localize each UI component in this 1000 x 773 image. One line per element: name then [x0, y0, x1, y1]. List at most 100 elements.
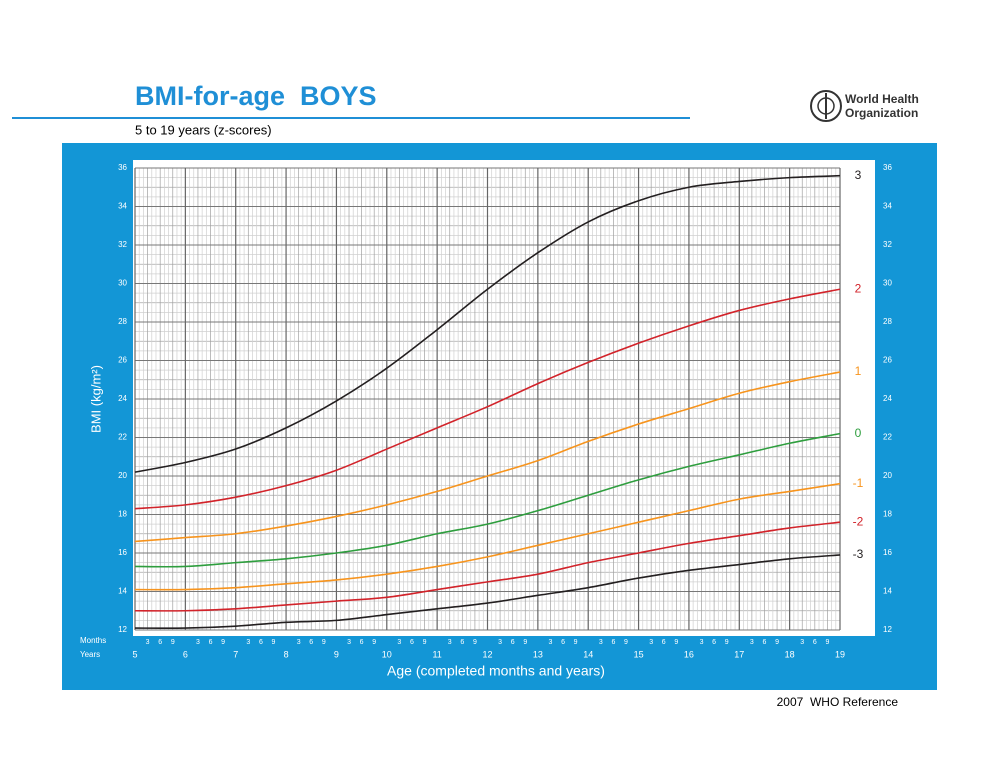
- month-label: 9: [574, 639, 578, 646]
- y-tick-label: 24: [883, 394, 892, 403]
- x-tick-label: 13: [533, 649, 543, 659]
- month-label: 9: [272, 639, 276, 646]
- month-label: 6: [410, 639, 414, 646]
- y-tick-label: 36: [118, 163, 127, 172]
- y-tick-label: 16: [118, 548, 127, 557]
- month-label: 9: [171, 639, 175, 646]
- z-score-line: [134, 521, 841, 612]
- y-tick-label: 26: [118, 356, 127, 365]
- logo-text: Organization: [845, 106, 918, 120]
- y-tick-label: 32: [883, 240, 892, 249]
- x-tick-label: 16: [684, 649, 694, 659]
- y-tick-label: 18: [118, 510, 127, 519]
- logo-emblem: [810, 90, 842, 122]
- month-label: 6: [158, 639, 162, 646]
- x-tick-label: 7: [233, 649, 238, 659]
- y-tick-label: 32: [118, 240, 127, 249]
- y-tick-label: 14: [883, 587, 892, 596]
- x-axis-label: Age (completed months and years): [387, 663, 605, 679]
- y-tick-label: 26: [883, 356, 892, 365]
- z-score-line: [134, 174, 841, 473]
- x-tick-label: 15: [634, 649, 644, 659]
- month-label: 6: [763, 639, 767, 646]
- y-tick-label: 18: [883, 510, 892, 519]
- month-label: 9: [523, 639, 527, 646]
- month-label: 6: [460, 639, 464, 646]
- month-label: 3: [347, 639, 351, 646]
- y-axis-label: BMI (kg/m²): [88, 365, 103, 433]
- month-label: 3: [700, 639, 704, 646]
- footer: 2007 WHO Reference: [777, 695, 899, 709]
- month-label: 6: [360, 639, 364, 646]
- x-tick-label: 8: [284, 649, 289, 659]
- title: BMI-for-age BOYS: [135, 81, 377, 111]
- y-tick-label: 24: [118, 394, 127, 403]
- month-label: 6: [209, 639, 213, 646]
- legend-label: -1: [853, 476, 864, 490]
- y-tick-label: 22: [883, 433, 892, 442]
- month-label: 3: [548, 639, 552, 646]
- row-label: Months: [80, 636, 106, 645]
- y-tick-label: 30: [118, 279, 127, 288]
- month-label: 9: [674, 639, 678, 646]
- legend-label: 0: [855, 426, 862, 440]
- month-label: 9: [322, 639, 326, 646]
- month-label: 6: [511, 639, 515, 646]
- x-tick-label: 11: [432, 649, 441, 659]
- month-label: 9: [725, 639, 729, 646]
- month-label: 9: [825, 639, 829, 646]
- y-tick-label: 30: [883, 279, 892, 288]
- y-tick-label: 36: [883, 163, 892, 172]
- y-tick-label: 28: [883, 317, 892, 326]
- x-tick-label: 6: [183, 649, 188, 659]
- subtitle: 5 to 19 years (z-scores): [135, 122, 272, 137]
- marks: 3 2 1 0 -1 -2 -3: [134, 168, 864, 630]
- y-tick-label: 22: [118, 433, 127, 442]
- month-label: 6: [259, 639, 263, 646]
- month-label: 3: [448, 639, 452, 646]
- x-tick-label: 5: [132, 649, 137, 659]
- month-label: 9: [423, 639, 427, 646]
- x-tick-label: 14: [583, 649, 593, 659]
- month-label: 3: [800, 639, 804, 646]
- month-label: 3: [146, 639, 150, 646]
- legend-label: 1: [855, 364, 862, 378]
- who-logo: World Health Organization: [810, 90, 919, 122]
- y-tick-label: 28: [118, 317, 127, 326]
- z-score-line: [134, 482, 841, 591]
- legend-label: -3: [853, 547, 864, 561]
- z-score-line: [134, 371, 841, 543]
- month-label: 6: [662, 639, 666, 646]
- legend-label: 2: [855, 281, 862, 295]
- y-tick-label: 20: [883, 471, 892, 480]
- month-label: 9: [624, 639, 628, 646]
- legend-label: 3: [855, 168, 862, 182]
- x-tick-label: 18: [785, 649, 795, 659]
- logo-text: World Health: [845, 92, 919, 106]
- x-tick-label: 9: [334, 649, 339, 659]
- month-label: 3: [599, 639, 603, 646]
- row-label: Years: [80, 650, 100, 659]
- y-tick-label: 12: [883, 625, 892, 634]
- month-label: 9: [221, 639, 225, 646]
- z-score-line: [134, 288, 841, 510]
- y-tick-label: 34: [118, 202, 127, 211]
- month-label: 3: [750, 639, 754, 646]
- y-tick-label: 12: [118, 625, 127, 634]
- month-label: 3: [397, 639, 401, 646]
- month-label: 9: [775, 639, 779, 646]
- month-label: 6: [813, 639, 817, 646]
- y-tick-label: 16: [883, 548, 892, 557]
- x-tick-label: 12: [482, 649, 492, 659]
- month-label: 3: [246, 639, 250, 646]
- x-tick-label: 19: [835, 649, 845, 659]
- month-label: 9: [473, 639, 477, 646]
- month-label: 3: [297, 639, 301, 646]
- month-label: 3: [196, 639, 200, 646]
- month-label: 6: [309, 639, 313, 646]
- x-tick-label: 10: [382, 649, 392, 659]
- month-label: 3: [649, 639, 653, 646]
- z-score-line: [134, 432, 841, 568]
- legend-label: -2: [853, 514, 864, 528]
- month-label: 9: [372, 639, 376, 646]
